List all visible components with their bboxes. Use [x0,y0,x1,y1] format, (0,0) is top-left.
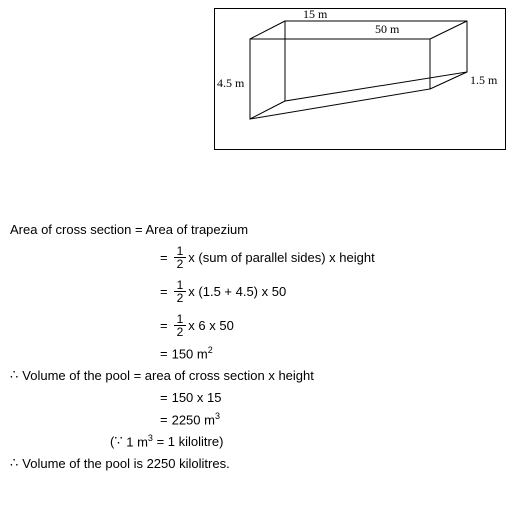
equals: = [160,412,168,427]
label-top-depth: 15 m [303,9,328,21]
text: Area of cross section = Area of trapeziu… [10,222,248,237]
text: x 6 x 50 [188,318,234,333]
therefore-symbol: ∴ [10,367,18,383]
text: Volume of the pool is 2250 kilolitres. [22,456,229,471]
line-7: = 150 x 15 [10,386,508,408]
text: x (1.5 + 4.5) x 50 [188,284,286,299]
diagram-frame: 15 m 50 m 1.5 m 4.5 m [214,8,506,150]
line-2: = 1 2 x (sum of parallel sides) x height [10,240,508,274]
fraction-half: 1 2 [174,245,187,270]
line-5: = 150 m2 [10,342,508,364]
text: 2250 m3 [172,411,220,427]
line-3: = 1 2 x (1.5 + 4.5) x 50 [10,274,508,308]
fraction-half: 1 2 [174,313,187,338]
fraction-half: 1 2 [174,279,187,304]
text: x (sum of parallel sides) x height [188,250,374,265]
equals: = [160,318,168,333]
label-top-length: 50 m [375,22,400,36]
because-symbol: ∵ [114,433,122,449]
line-6: ∴ Volume of the pool = area of cross sec… [10,364,508,386]
equals: = [160,284,168,299]
label-right-height: 1.5 m [470,73,498,87]
therefore-symbol: ∴ [10,455,18,471]
label-left-height: 4.5 m [217,76,245,90]
text: 150 m2 [172,345,213,361]
line-8: = 2250 m3 [10,408,508,430]
text: Volume of the pool = area of cross secti… [22,368,314,383]
equals: = [160,390,168,405]
prism-diagram: 15 m 50 m 1.5 m 4.5 m [215,9,505,149]
line-10: ∴ Volume of the pool is 2250 kilolitres. [10,452,508,474]
text: 1 kilolitre) [168,434,224,449]
text: 150 x 15 [172,390,222,405]
line-4: = 1 2 x 6 x 50 [10,308,508,342]
line-1: Area of cross section = Area of trapeziu… [10,218,508,240]
equals: = [153,434,168,449]
equals: = [160,346,168,361]
line-9: ( ∵ 1 m3 = 1 kilolitre) [10,430,508,452]
equals: = [160,250,168,265]
solution-text: Area of cross section = Area of trapeziu… [10,218,508,474]
text: 1 m3 [123,433,153,449]
